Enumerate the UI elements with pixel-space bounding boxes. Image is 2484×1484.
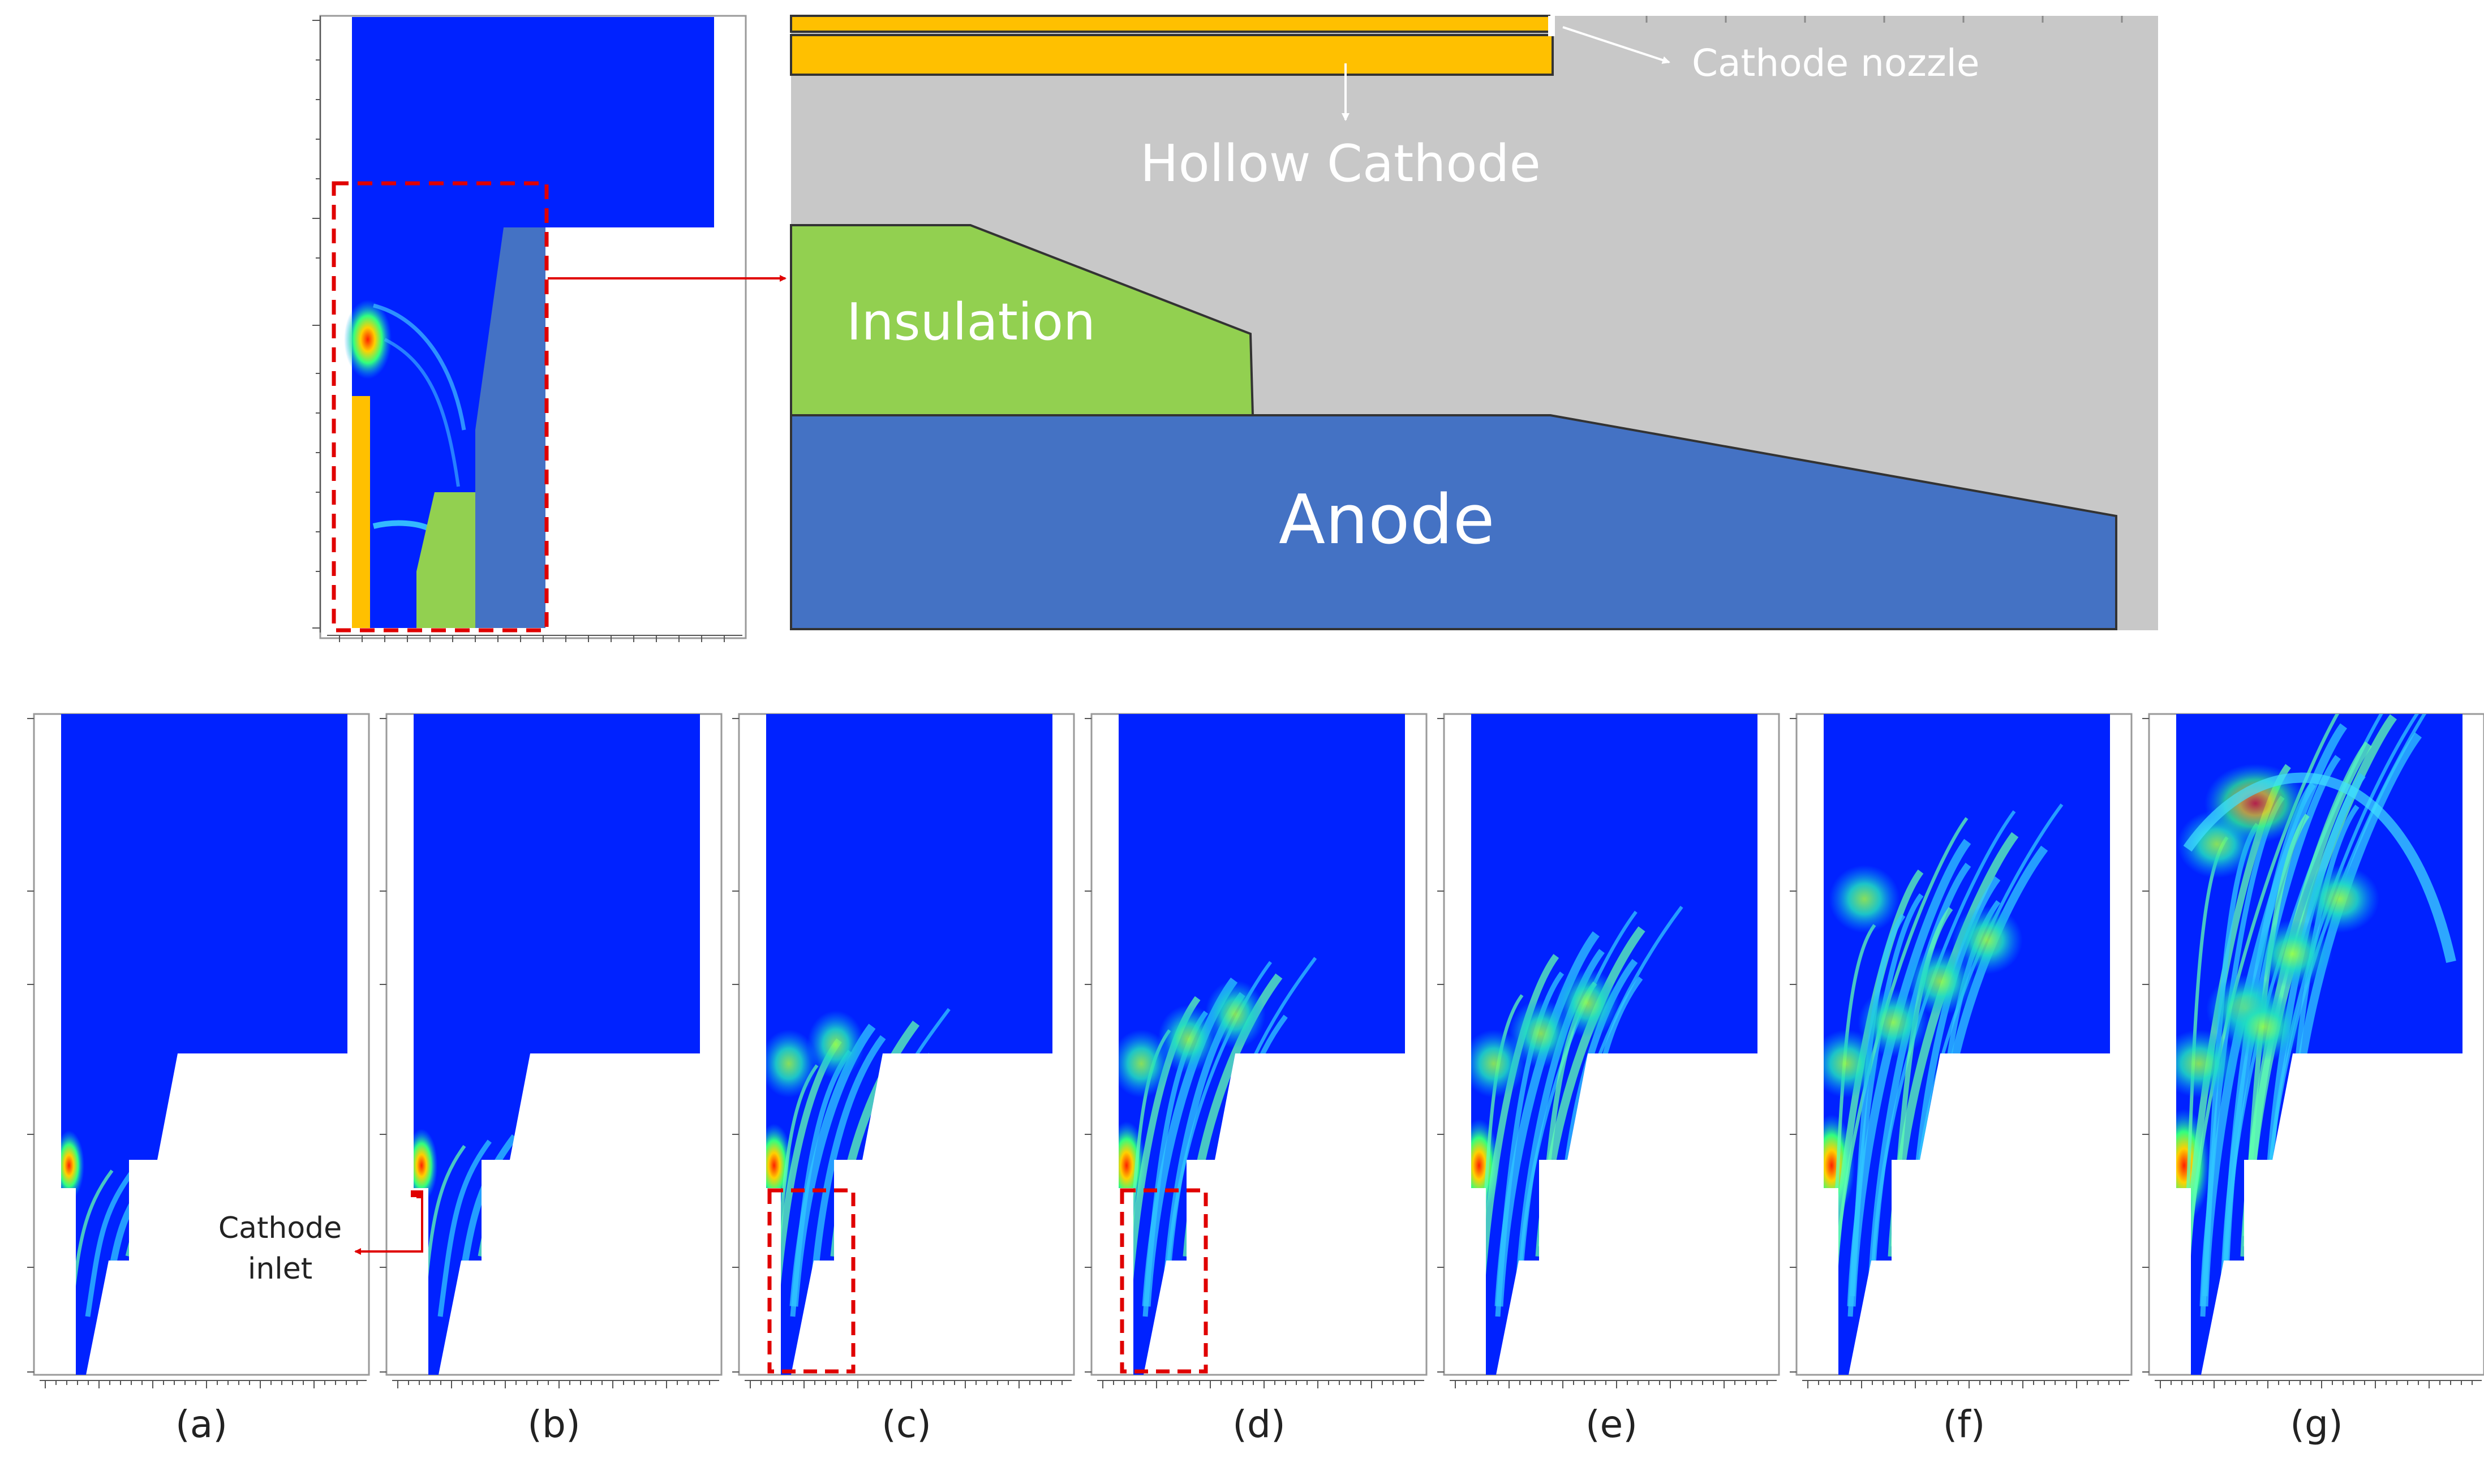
panel-axis-ticks — [1437, 718, 1777, 1388]
cathode-nozzle-opening — [1548, 16, 1555, 36]
insulation-label: Insulation — [846, 293, 1095, 352]
panel-axis-ticks — [2142, 718, 2482, 1388]
flow-features — [1119, 957, 1317, 1347]
hollow-cathode-label: Hollow Cathode — [1140, 134, 1541, 193]
panel-row: (a) (b) (c) (d) (e) (f) (g) — [27, 713, 2484, 1446]
field-domain — [1471, 714, 1757, 1375]
panel-label: (c) — [882, 1403, 931, 1446]
panel-c: (c) — [732, 713, 1075, 1446]
panel-axis-ticks — [1790, 718, 2129, 1388]
flow-features — [2176, 714, 2456, 1347]
cathode-plate-lower — [790, 34, 1554, 76]
panel-label: (e) — [1585, 1403, 1638, 1446]
field-domain — [1824, 714, 2110, 1375]
cathode-inlet-annotation: Cathode inlet — [218, 1190, 423, 1286]
overview-zoom-box — [332, 181, 549, 633]
panel-e: (e) — [1437, 713, 1780, 1446]
panel-b: (b) — [380, 713, 723, 1446]
anode-block — [790, 414, 2117, 630]
overview-x-ticks — [339, 635, 725, 642]
cathode-nozzle-label: Cathode nozzle — [1692, 41, 1980, 85]
field-domain — [766, 714, 1052, 1375]
panel-axis-ticks — [732, 718, 1072, 1388]
panel-label: (b) — [527, 1403, 580, 1446]
anode-label: Anode — [1279, 481, 1495, 560]
overview-hot-spot — [344, 300, 392, 379]
panel-d: (d) — [1085, 713, 1428, 1446]
panel-axis-ticks — [1085, 718, 1424, 1388]
panel-label: (d) — [1232, 1403, 1285, 1446]
nozzle-arrow — [1562, 26, 1670, 64]
cathode-inlet-label-1: Cathode — [218, 1211, 342, 1245]
overview-y-ticks — [312, 16, 321, 633]
overview-anode — [475, 227, 545, 628]
overview-insulation — [416, 492, 475, 628]
cathode-inlet-label-2: inlet — [248, 1252, 312, 1286]
overview-cathode — [352, 396, 370, 628]
panel-a: (a) — [27, 713, 370, 1446]
field-domain — [414, 714, 700, 1375]
panel-axis-ticks — [380, 718, 719, 1388]
region-highlight-box — [1120, 1188, 1208, 1374]
field-domain — [61, 714, 347, 1375]
panel-g: (g) — [2142, 713, 2484, 1446]
panel-axis-ticks — [27, 718, 367, 1388]
cathode-plate-upper — [790, 15, 1550, 33]
panel-label: (g) — [2290, 1403, 2343, 1446]
panel-label: (f) — [1943, 1403, 1986, 1446]
overview-panel — [312, 15, 747, 642]
panel-label: (a) — [175, 1403, 227, 1446]
schematic-panel: Cathode nozzle Hollow Cathode Insulation… — [790, 15, 2158, 630]
insulation-block — [790, 224, 1254, 416]
region-highlight-box — [767, 1188, 856, 1374]
panel-f: (f) — [1790, 713, 2133, 1446]
